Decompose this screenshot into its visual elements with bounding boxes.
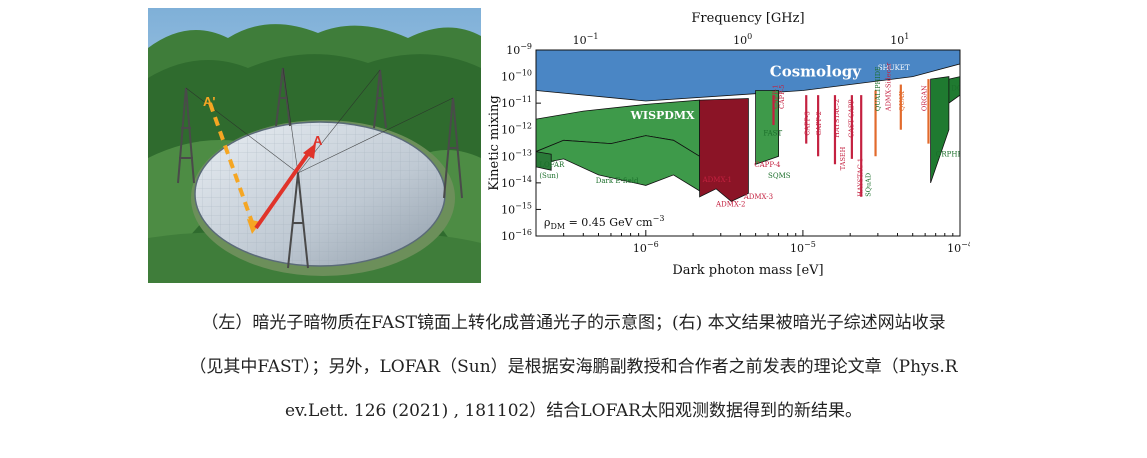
experiment-label-capp-1: CAPP-1 <box>772 85 780 109</box>
tick-label: 10−15 <box>501 201 532 216</box>
region-label-admx-1: ADMX-1 <box>702 176 732 184</box>
region-label-capp-4: CAPP-4 <box>754 161 781 169</box>
experiment-label-organ: ORGAN <box>920 85 928 111</box>
region-label--sun-: (Sun) <box>539 172 559 180</box>
y-axis-ticks: 10−9 10−10 10−11 10−12 10−13 10−14 10−15 10−16 <box>501 42 541 243</box>
experiment-label-taseh: TASEH <box>839 146 847 170</box>
region-lofar-sun- <box>536 151 552 171</box>
tick-label: 10−6 <box>633 240 659 255</box>
experiment-label-capp-3: CAPP-3 <box>803 111 811 135</box>
tick-label: 10−5 <box>790 240 816 255</box>
experiment-label-haystac-1: HAYSTAC-1 <box>857 158 865 197</box>
experiment-label-haystac-2: HAYSTAC-2 <box>833 99 841 138</box>
label-a: A <box>313 133 323 148</box>
tick-label: 10−16 <box>501 228 532 243</box>
caption-line-3: ev.Lett. 126 (2021) , 181102）结合LOFAR太阳观测… <box>285 401 862 421</box>
top-axis-title: Frequency [GHz] <box>691 11 804 26</box>
dark-photon-limits-chart: Frequency [GHz] 10−1 100 101 10−9 10−10 10−1… <box>487 11 970 278</box>
region-label-cosmology: Cosmology <box>770 63 862 81</box>
tick-label: 100 <box>733 32 752 47</box>
experiment-label-quax: QUAX <box>898 91 906 111</box>
tick-label: 10−10 <box>501 69 532 84</box>
region-dosue-rr <box>948 76 960 104</box>
region-label-admx-2: ADMX-2 <box>715 200 745 208</box>
tick-label: 10−1 <box>573 32 599 47</box>
x-axis-title: Dark photon mass [eV] <box>672 263 823 278</box>
experiment-label-qualiphide: QUALIPHIDE <box>874 66 882 111</box>
tick-label: 10−14 <box>501 175 532 190</box>
region-label-fast: FAST <box>763 130 782 138</box>
region-label-lofar: LOFAR <box>539 161 565 169</box>
region-label-dosue: DOSUE <box>951 84 970 92</box>
dashed-arrow-a-prime <box>208 102 255 226</box>
region-label-admx-3: ADMX-3 <box>743 193 773 201</box>
experiment-label-cast-capp: CAST-CAPP <box>848 99 856 138</box>
y-axis-title: Kinetic mixing <box>487 95 502 190</box>
experiment-label-capp-5: CAPP-5 <box>778 85 786 109</box>
tick-label: 10−4 <box>947 240 970 255</box>
region-cosmology <box>536 50 960 102</box>
tick-label: 10−13 <box>501 148 532 163</box>
experiment-label-admx-sidecar: ADMX-Sidecar <box>884 62 892 112</box>
experiment-label-capp-2: CAPP-2 <box>815 111 823 135</box>
rho-dm-annotation: ρDM = 0.45 GeV cm−3 <box>544 214 664 231</box>
caption-line-2: （见其中FAST）；另外，LOFAR（Sun）是根据安海鹏副教授和合作者之前发表… <box>189 357 958 377</box>
plot-area: Cosmology SHUKET WISPDMX Dark E-field LOFAR (… <box>536 50 970 208</box>
tick-label: 10−12 <box>501 122 532 137</box>
tick-label: 10−9 <box>506 42 532 57</box>
region-admx <box>699 98 749 202</box>
region-orpheus <box>930 76 950 184</box>
experiment-label-squad: SQuAD <box>865 173 873 197</box>
region-label-wispdmx: WISPDMX <box>630 109 695 122</box>
region-label-sqms: SQMS <box>768 172 791 180</box>
solid-arrow-a <box>254 149 312 230</box>
region-label-dark-e-field: Dark E-field <box>596 177 639 185</box>
plot-frame <box>535 49 961 237</box>
x-axis-ticks: 10−6 10−5 10−4 <box>535 230 970 255</box>
fast-telescope-photo: A' A <box>148 8 481 283</box>
tick-label: 10−11 <box>501 95 532 110</box>
top-axis-ticks: 10−1 100 101 <box>573 32 909 56</box>
tick-label: 101 <box>890 32 909 47</box>
caption-line-1: （左）暗光子暗物质在FAST镜面上转化成普通光子的示意图；(右) 本文结果被暗光… <box>201 313 946 333</box>
label-a-prime: A' <box>203 94 215 109</box>
region-label-orpheus: ORPHEUS <box>936 150 970 158</box>
region-label-shuket: SHUKET <box>878 64 910 72</box>
